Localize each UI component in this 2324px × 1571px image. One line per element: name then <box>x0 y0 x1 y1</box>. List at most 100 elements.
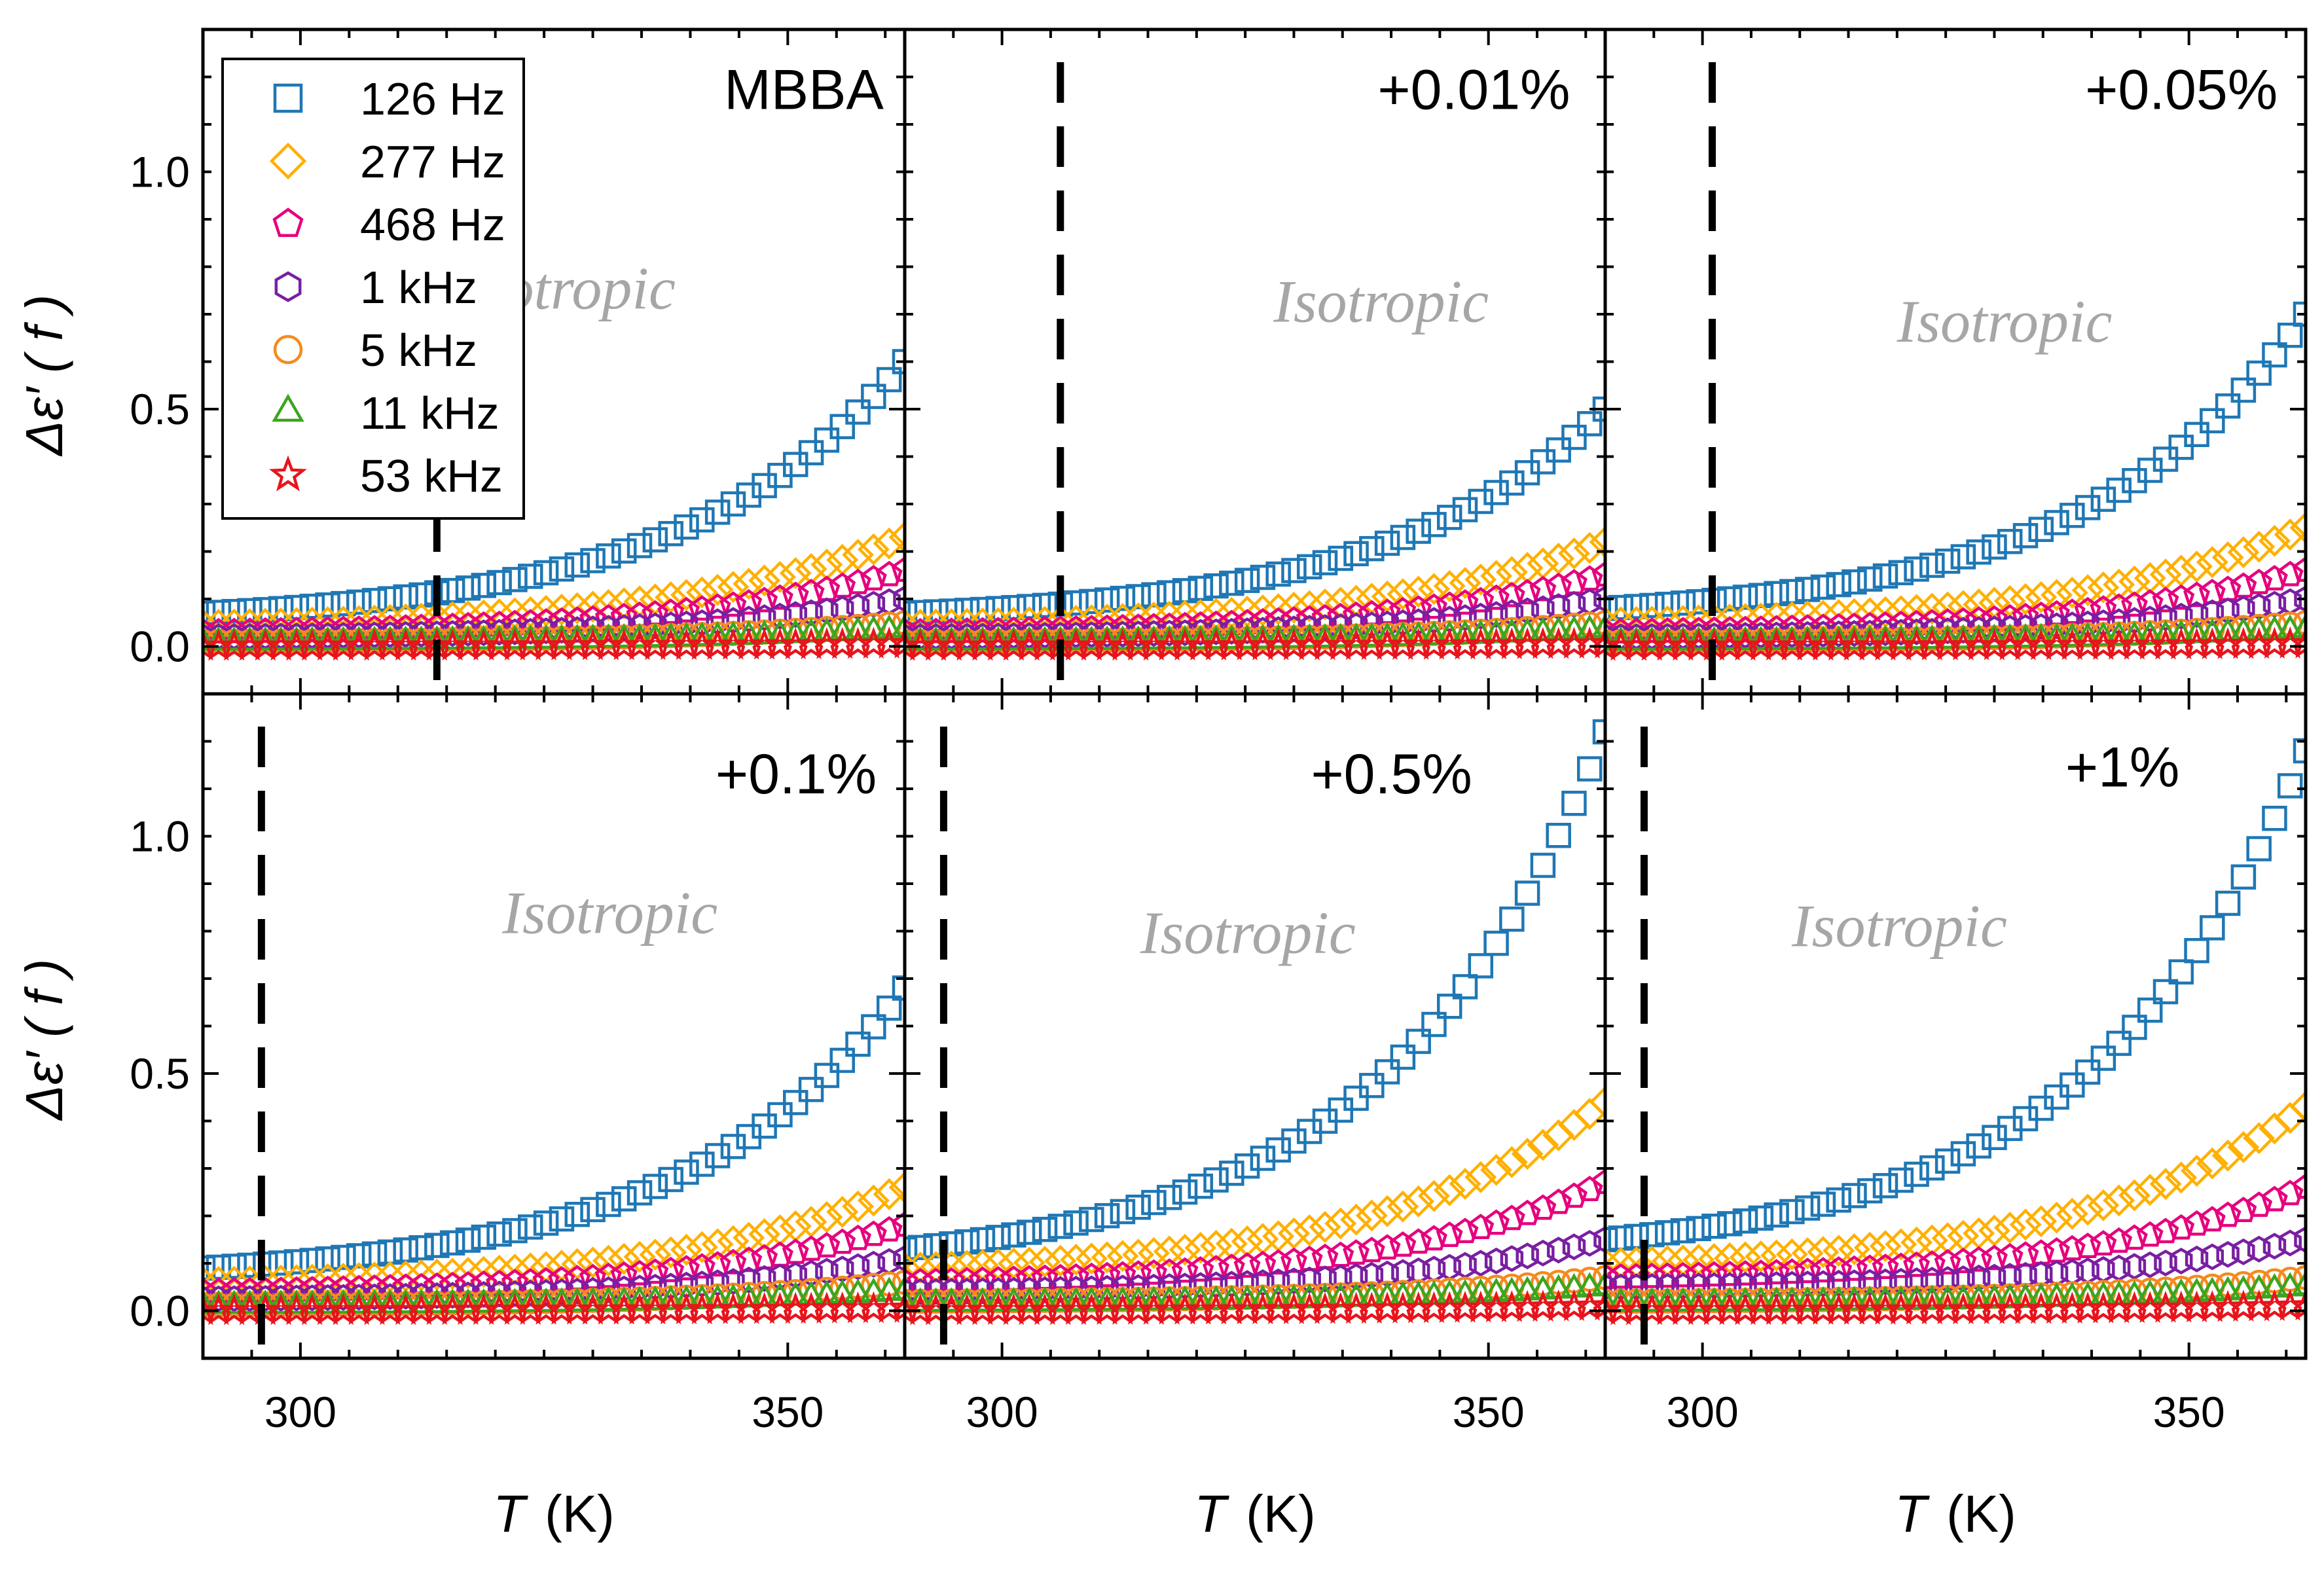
data-point <box>1919 1155 1945 1181</box>
data-point <box>360 1289 389 1314</box>
data-point <box>752 1265 776 1292</box>
data-point <box>703 1284 732 1309</box>
data-point <box>795 1206 827 1238</box>
data-point <box>1030 626 1059 651</box>
data-point <box>1605 1273 1617 1301</box>
data-point <box>2168 959 2194 984</box>
data-point <box>1997 529 2023 554</box>
data-point <box>1360 611 1384 639</box>
legend-marker <box>273 83 303 113</box>
data-point <box>1404 621 1433 646</box>
data-point <box>1591 561 1605 587</box>
data-point <box>253 1285 277 1312</box>
data-point <box>2011 623 2040 648</box>
data-point <box>2075 495 2101 520</box>
legend-label: 126 Hz <box>360 73 505 124</box>
data-point <box>298 1289 327 1314</box>
data-point <box>1279 1284 1309 1309</box>
data-point <box>1715 1286 1744 1312</box>
data-point <box>1467 587 1495 613</box>
data-point <box>1219 1161 1244 1186</box>
data-point <box>2135 1279 2164 1305</box>
data-point <box>1794 614 1821 640</box>
data-point <box>1250 564 1276 590</box>
data-point <box>1187 1256 1214 1282</box>
data-point <box>733 1221 765 1254</box>
data-point <box>1418 573 1450 605</box>
data-point <box>2277 773 2303 799</box>
data-point <box>642 1258 669 1284</box>
data-point <box>1605 606 1622 639</box>
data-point <box>2259 524 2291 557</box>
data-point <box>1653 626 1682 651</box>
data-point <box>409 1282 433 1310</box>
panel-6: +1% Isotropic 300 350 T (K) <box>1603 692 2308 1543</box>
data-point <box>1684 626 1713 651</box>
data-point <box>2165 1161 2198 1194</box>
data-point <box>1296 554 1322 580</box>
data-point <box>1716 1211 1743 1237</box>
data-point <box>2071 574 2104 606</box>
data-point <box>203 1285 215 1312</box>
data-point <box>857 1184 890 1217</box>
data-point <box>1699 1286 1729 1312</box>
data-point <box>203 609 219 641</box>
data-point <box>2028 516 2054 542</box>
data-point <box>2214 1201 2242 1227</box>
data-point <box>1433 569 1466 602</box>
data-point <box>439 1230 465 1255</box>
data-point <box>471 1224 497 1250</box>
data-point <box>1546 437 1571 463</box>
data-point <box>347 1284 371 1311</box>
data-point <box>2184 422 2209 447</box>
data-point <box>438 624 467 650</box>
data-point <box>2074 1233 2101 1258</box>
data-point <box>1495 1146 1528 1178</box>
data-point <box>1309 588 1341 621</box>
x-axis-label: T (K) <box>1194 1485 1316 1543</box>
series-53-khz <box>1605 626 2306 661</box>
data-point <box>1904 556 1929 582</box>
data-point <box>1298 615 1321 642</box>
data-point <box>1855 1286 1884 1310</box>
data-point <box>1887 1252 1915 1278</box>
data-point <box>1840 1286 1869 1310</box>
data-point <box>1139 1286 1169 1310</box>
data-point <box>455 1227 481 1253</box>
data-point <box>1748 1205 1774 1231</box>
data-point <box>2168 584 2195 610</box>
data-point <box>346 1243 372 1269</box>
series-277-hz <box>203 1171 905 1299</box>
data-point <box>1760 1239 1792 1272</box>
data-point <box>905 1268 918 1294</box>
legend-box <box>221 58 525 520</box>
data-point <box>860 565 887 590</box>
data-point <box>1234 568 1260 593</box>
data-point <box>2025 1205 2058 1238</box>
data-point <box>550 1278 573 1305</box>
data-point <box>2213 617 2242 642</box>
data-point <box>1871 1285 1900 1310</box>
data-point <box>1857 566 1883 592</box>
data-point <box>2278 1229 2302 1257</box>
data-point <box>1172 1179 1198 1205</box>
data-point <box>203 1290 217 1314</box>
data-point <box>1217 1284 1246 1310</box>
data-point <box>2246 360 2272 386</box>
data-point <box>1546 823 1571 848</box>
data-point <box>1281 558 1307 583</box>
region-label: Isotropic <box>1140 899 1356 966</box>
data-point <box>2105 1227 2133 1253</box>
data-point <box>735 620 763 645</box>
data-point <box>905 1237 918 1262</box>
data-point <box>1732 585 1758 610</box>
data-point <box>502 567 528 592</box>
data-point <box>2196 546 2228 579</box>
data-point <box>1063 590 1089 616</box>
data-point <box>1762 1286 1791 1311</box>
data-point <box>893 1245 905 1273</box>
data-point <box>1436 1221 1463 1247</box>
series-53-khz <box>1605 1288 2306 1326</box>
data-point <box>736 482 762 508</box>
data-point <box>1324 1207 1357 1240</box>
